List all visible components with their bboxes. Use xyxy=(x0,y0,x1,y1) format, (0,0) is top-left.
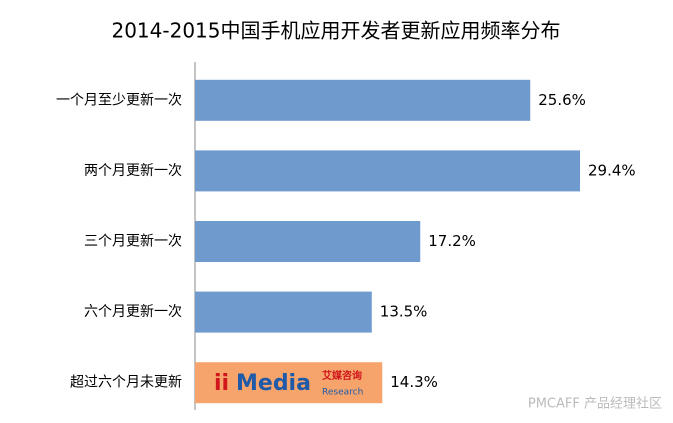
y-tick-label: 超过六个月未更新 xyxy=(70,375,182,391)
plot xyxy=(195,79,580,404)
value-label: 13.5% xyxy=(380,303,428,321)
watermark: PMCAFF 产品经理社区 xyxy=(528,396,662,412)
bar xyxy=(195,291,372,333)
logo-brand: Media xyxy=(236,371,311,396)
logo-cn: 艾媒咨询 xyxy=(322,369,362,382)
chart-title: 2014-2015中国手机应用开发者更新应用频率分布 xyxy=(111,19,560,43)
y-tick-label: 两个月更新一次 xyxy=(84,163,182,179)
y-tick-label: 一个月至少更新一次 xyxy=(56,92,182,108)
bar xyxy=(195,362,383,404)
bar xyxy=(195,79,531,121)
value-label: 17.2% xyxy=(428,232,476,250)
logo-sub: Research xyxy=(322,388,363,398)
value-label: 29.4% xyxy=(588,161,636,179)
y-tick-label: 三个月更新一次 xyxy=(84,234,182,250)
bar xyxy=(195,150,580,192)
value-label: 14.3% xyxy=(390,373,438,391)
logo: ii Media 艾媒咨询 Research xyxy=(214,369,363,398)
logo-mark: ii xyxy=(214,371,229,396)
value-label: 25.6% xyxy=(538,91,586,109)
y-tick-label: 六个月更新一次 xyxy=(84,304,182,320)
bar xyxy=(195,221,421,262)
